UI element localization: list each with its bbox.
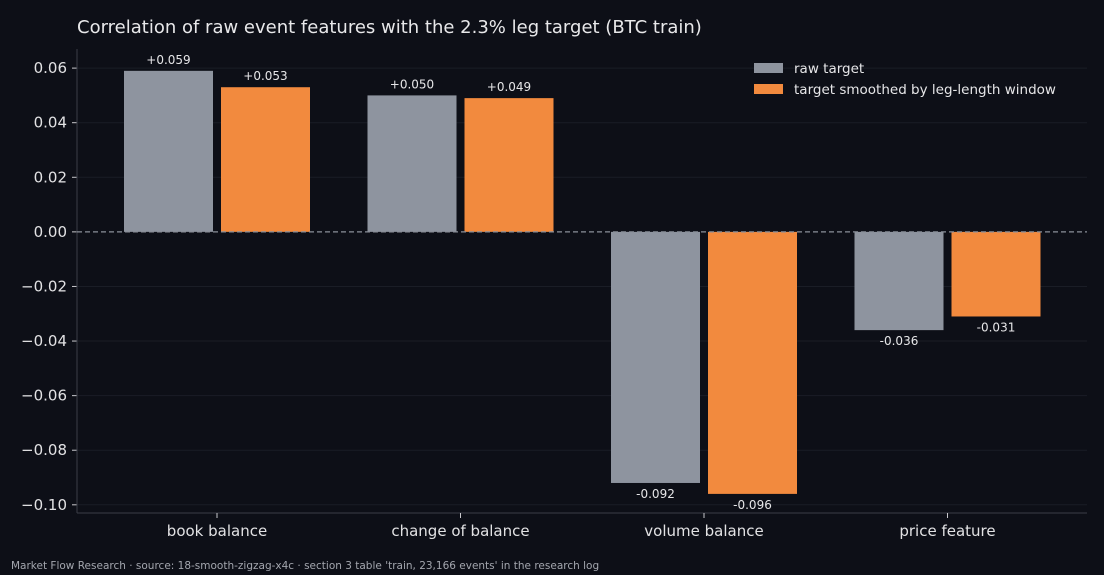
bar-value-label: +0.059: [146, 53, 190, 67]
bar-smoothed-target: [951, 231, 1041, 317]
legend: raw target target smoothed by leg-length …: [754, 61, 1056, 98]
y-tick-label: −0.02: [21, 277, 67, 295]
bar-raw-target: [611, 231, 700, 483]
bar-value-label: +0.053: [243, 69, 287, 83]
x-category-label: book balance: [167, 522, 267, 540]
x-category-label: change of balance: [391, 522, 529, 540]
bar-value-label: +0.050: [390, 77, 434, 91]
bar-value-label: -0.036: [880, 334, 919, 348]
bars: [124, 70, 1041, 494]
legend-label: target smoothed by leg-length window: [794, 82, 1056, 98]
y-tick-label: 0.06: [34, 59, 67, 77]
bar-raw-target: [367, 95, 457, 232]
bar-value-label: -0.092: [636, 487, 675, 501]
y-tick-label: 0.02: [34, 168, 67, 186]
bar-smoothed-target: [464, 98, 554, 232]
legend-label: raw target: [794, 61, 864, 77]
axes: 0.06 0.04 0.02 0.00 −0.02 −0.04 −0.06 −0.08 −0.1…: [21, 49, 1087, 540]
y-tick-label: −0.08: [21, 441, 67, 459]
y-tick-label: −0.06: [21, 387, 67, 405]
legend-swatch: [754, 84, 783, 94]
bar-raw-target: [854, 231, 944, 331]
bar-smoothed-target: [708, 231, 797, 494]
chart-title: Correlation of raw event features with t…: [77, 17, 702, 38]
x-category-label: volume balance: [644, 522, 763, 540]
bar-value-label: -0.096: [733, 498, 772, 512]
bar-raw-target: [124, 70, 213, 232]
y-tick-label: −0.04: [21, 332, 67, 350]
bar-smoothed-target: [221, 87, 310, 232]
x-category-label: price feature: [899, 522, 995, 540]
y-tick-label: 0.00: [34, 223, 67, 241]
data-labels: +0.059 +0.053 +0.050 +0.049 -0.092 -0.096 -0.0…: [146, 53, 1015, 512]
bar-value-label: +0.049: [487, 80, 531, 94]
bar-value-label: -0.031: [977, 320, 1016, 334]
y-tick-label: −0.10: [21, 496, 67, 514]
source-footer: Market Flow Research · source: 18-smooth…: [11, 560, 600, 572]
y-tick-label: 0.04: [34, 114, 67, 132]
legend-swatch: [754, 63, 783, 73]
